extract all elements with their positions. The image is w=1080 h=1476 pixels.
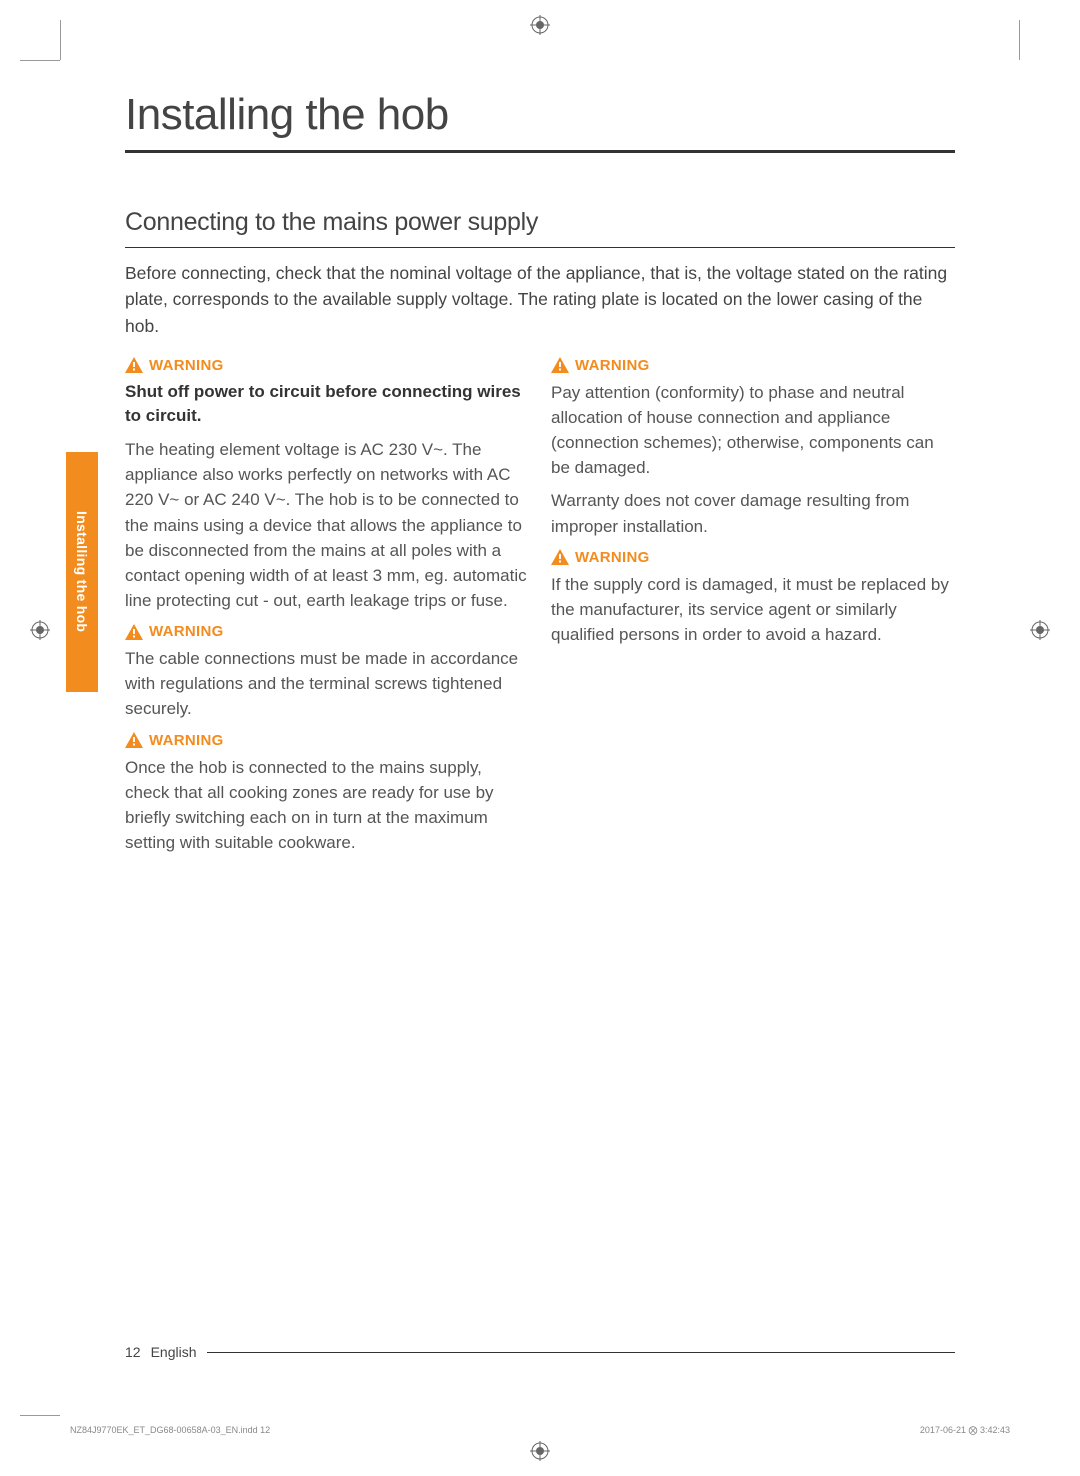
warning-body-text: Once the hob is connected to the mains s…	[125, 755, 529, 856]
crop-mark	[1019, 20, 1020, 60]
two-column-layout: WARNING Shut off power to circuit before…	[125, 357, 955, 863]
warning-label: WARNING	[575, 549, 650, 566]
title-rule	[125, 150, 955, 153]
warning-label: WARNING	[149, 623, 224, 640]
warning-bold-text: Shut off power to circuit before connect…	[125, 380, 529, 429]
footer-rule	[207, 1352, 956, 1353]
registration-mark-icon	[1030, 620, 1050, 640]
warning-triangle-icon	[125, 357, 143, 373]
footer-language: English	[151, 1344, 197, 1360]
registration-mark-icon	[30, 620, 50, 640]
warning-header: WARNING	[125, 732, 529, 749]
warning-label: WARNING	[149, 732, 224, 749]
section-title: Connecting to the mains power supply	[125, 208, 955, 237]
print-file-name: NZ84J9770EK_ET_DG68-00658A-03_EN.indd 12	[70, 1425, 270, 1436]
warning-triangle-icon	[551, 357, 569, 373]
warning-triangle-icon	[125, 732, 143, 748]
warning-body-text: Warranty does not cover damage resulting…	[551, 488, 955, 538]
warning-header: WARNING	[125, 357, 529, 374]
warning-label: WARNING	[575, 357, 650, 374]
crop-mark	[20, 1415, 60, 1416]
registration-mark-icon	[530, 15, 550, 35]
section-tab-label: Installing the hob	[74, 511, 90, 632]
page-title: Installing the hob	[125, 90, 955, 140]
print-footer: NZ84J9770EK_ET_DG68-00658A-03_EN.indd 12…	[70, 1425, 1010, 1436]
warning-header: WARNING	[125, 623, 529, 640]
warning-label: WARNING	[149, 357, 224, 374]
page-number: 12	[125, 1344, 141, 1360]
section-tab: Installing the hob	[66, 452, 98, 692]
page-footer: 12 English	[125, 1344, 955, 1360]
warning-triangle-icon	[551, 549, 569, 565]
warning-header: WARNING	[551, 357, 955, 374]
left-column: WARNING Shut off power to circuit before…	[125, 357, 529, 863]
section-rule	[125, 247, 955, 248]
right-column: WARNING Pay attention (conformity) to ph…	[551, 357, 955, 863]
warning-body-text: The cable connections must be made in ac…	[125, 646, 529, 721]
warning-body-text: The heating element voltage is AC 230 V~…	[125, 437, 529, 613]
page-content: Installing the hob Connecting to the mai…	[125, 90, 955, 1386]
registration-mark-icon	[530, 1441, 550, 1461]
crop-mark	[60, 20, 61, 60]
warning-body-text: Pay attention (conformity) to phase and …	[551, 380, 955, 481]
intro-text: Before connecting, check that the nomina…	[125, 260, 955, 339]
warning-header: WARNING	[551, 549, 955, 566]
warning-triangle-icon	[125, 624, 143, 640]
print-timestamp: 2017-06-21 ⨂ 3:42:43	[920, 1425, 1010, 1436]
warning-body-text: If the supply cord is damaged, it must b…	[551, 572, 955, 647]
crop-mark	[20, 60, 60, 61]
